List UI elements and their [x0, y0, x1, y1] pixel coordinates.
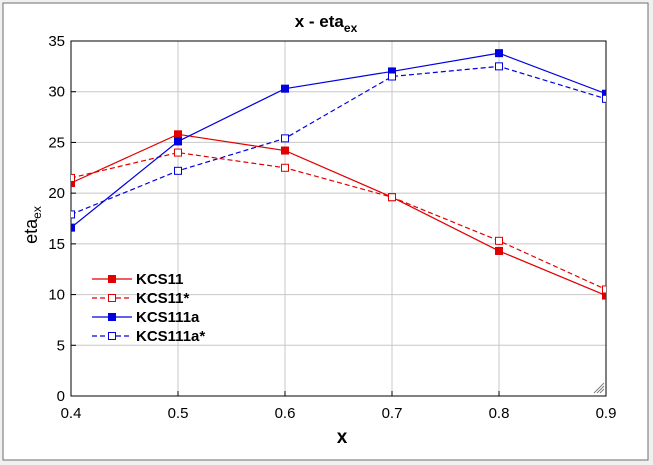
- data-point: [495, 49, 503, 58]
- y-tick-label: 35: [48, 33, 65, 50]
- y-tick-label: 5: [57, 337, 65, 354]
- legend: KCS11 KCS11* KCS111a KCS111a*: [92, 271, 205, 345]
- series-line-kcs111a-star: [71, 65, 606, 215]
- data-point: [495, 246, 503, 255]
- series-layer: [71, 49, 606, 300]
- data-point: [281, 134, 289, 143]
- x-tick-label: 0.9: [596, 405, 617, 422]
- x-tick-label: 0.7: [382, 405, 403, 422]
- x-tick-label: 0.4: [61, 405, 82, 422]
- y-tick-label: 20: [48, 185, 65, 202]
- legend-label: KCS11: [136, 271, 184, 288]
- series-kcs111a-star: [71, 62, 606, 219]
- y-tick-label: 25: [48, 134, 65, 151]
- series-kcs11-star: [71, 148, 606, 294]
- data-point: [174, 137, 182, 146]
- x-tick-label: 0.5: [168, 405, 189, 422]
- y-axis-title-main: eta: [21, 218, 41, 244]
- data-point: [495, 62, 503, 71]
- x-tick-label: 0.8: [489, 405, 510, 422]
- data-point: [174, 166, 182, 175]
- data-point: [602, 285, 606, 294]
- legend-item-kcs11-star: KCS11*: [92, 290, 190, 307]
- legend-marker: [108, 332, 116, 340]
- y-tick-label: 0: [57, 388, 65, 405]
- series-line-kcs111a: [71, 52, 606, 229]
- data-point: [602, 94, 606, 103]
- y-tick-label: 10: [48, 287, 65, 304]
- data-point: [281, 163, 289, 172]
- data-point: [602, 89, 606, 98]
- data-point: [388, 72, 396, 81]
- y-tick-label: 15: [48, 236, 65, 253]
- legend-item-kcs11: KCS11: [92, 271, 184, 288]
- data-point: [71, 179, 75, 187]
- x-axis-title: x: [337, 427, 348, 448]
- chart-title: x - etaex: [295, 12, 358, 35]
- legend-marker: [108, 313, 116, 321]
- y-axis-title-subscript: ex: [30, 206, 44, 219]
- data-point: [174, 148, 182, 157]
- legend-item-kcs111a-star: KCS111a*: [92, 328, 205, 345]
- legend-marker: [108, 275, 116, 283]
- data-point: [71, 210, 75, 219]
- legend-label: KCS111a: [136, 309, 200, 326]
- data-point: [71, 223, 75, 232]
- resize-grip-icon[interactable]: [593, 382, 605, 394]
- y-tick-label: 30: [48, 84, 65, 101]
- legend-marker: [108, 294, 116, 302]
- data-point: [388, 193, 396, 202]
- plot-area: [70, 40, 607, 397]
- legend-item-kcs111a: KCS111a: [92, 309, 200, 326]
- data-point: [281, 84, 289, 93]
- data-point: [71, 173, 75, 182]
- y-axis-title: etaex: [21, 206, 44, 244]
- chart-title-subscript: ex: [344, 21, 358, 35]
- data-point: [174, 130, 182, 139]
- y-axis: 0 5 10 15 20 25 30 35: [48, 33, 76, 405]
- x-axis: 0.4 0.5 0.6 0.7 0.8 0.9: [61, 391, 617, 422]
- data-point: [281, 146, 289, 155]
- legend-label: KCS111a*: [136, 328, 205, 345]
- data-point: [495, 236, 503, 245]
- chart-title-main: x - eta: [295, 12, 345, 31]
- x-tick-label: 0.6: [275, 405, 296, 422]
- legend-label: KCS11*: [136, 290, 190, 307]
- series-line-kcs11-star: [71, 151, 606, 291]
- chart-frame: [2, 2, 649, 461]
- data-point: [602, 291, 606, 300]
- series-kcs111a: [71, 49, 606, 232]
- series-line-kcs11: [71, 133, 606, 297]
